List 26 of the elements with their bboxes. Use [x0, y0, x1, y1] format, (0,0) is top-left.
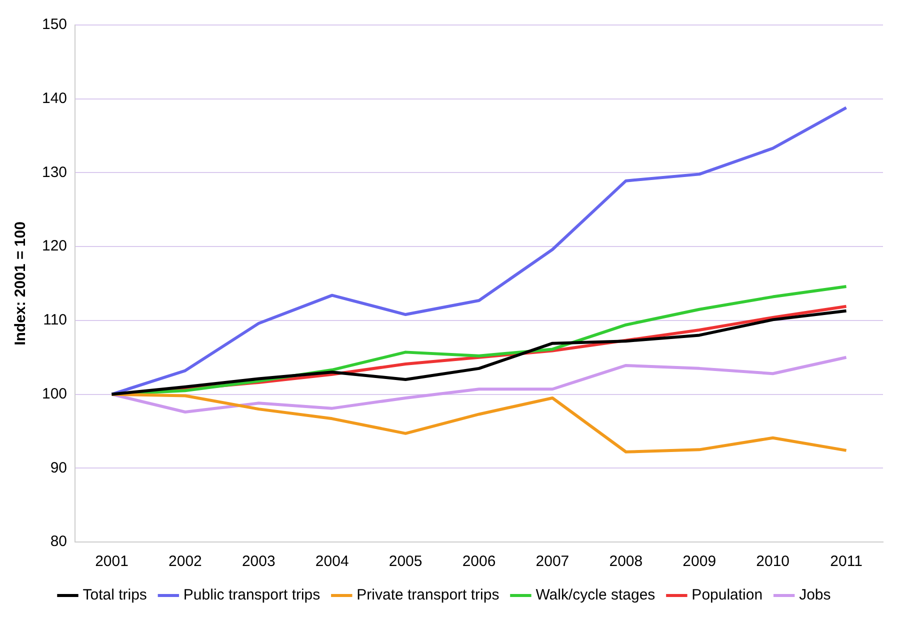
x-tick-label: 2008	[609, 553, 643, 570]
x-tick-label: 2011	[830, 553, 862, 570]
legend-label: Population	[692, 586, 763, 604]
x-tick-label: 2001	[95, 553, 128, 570]
legend-label: Jobs	[799, 586, 831, 604]
y-tick-label: 110	[43, 312, 68, 329]
y-tick-label: 120	[42, 238, 68, 255]
legend-label: Walk/cycle stages	[536, 586, 656, 604]
x-tick-label: 2003	[242, 553, 276, 570]
y-tick-label: 90	[50, 459, 68, 476]
x-tick-label: 2010	[756, 553, 790, 570]
y-axis-title: Index: 2001 = 100	[12, 222, 30, 346]
y-tick-label: 80	[50, 533, 68, 550]
y-tick-label: 100	[42, 385, 68, 402]
x-tick-label: 2006	[462, 553, 496, 570]
x-tick-label: 2002	[168, 553, 202, 570]
y-tick-label: 150	[42, 16, 68, 34]
legend-label: Total trips	[82, 586, 147, 604]
x-tick-label: 2004	[315, 553, 349, 570]
y-tick-label: 140	[42, 90, 68, 107]
legend-label: Public transport trips	[183, 586, 320, 604]
legend-label: Private transport trips	[356, 586, 500, 604]
y-tick-label: 130	[42, 164, 68, 181]
x-tick-label: 2005	[388, 553, 422, 570]
x-tick-label: 2009	[682, 553, 716, 570]
x-tick-label: 2007	[536, 553, 570, 570]
